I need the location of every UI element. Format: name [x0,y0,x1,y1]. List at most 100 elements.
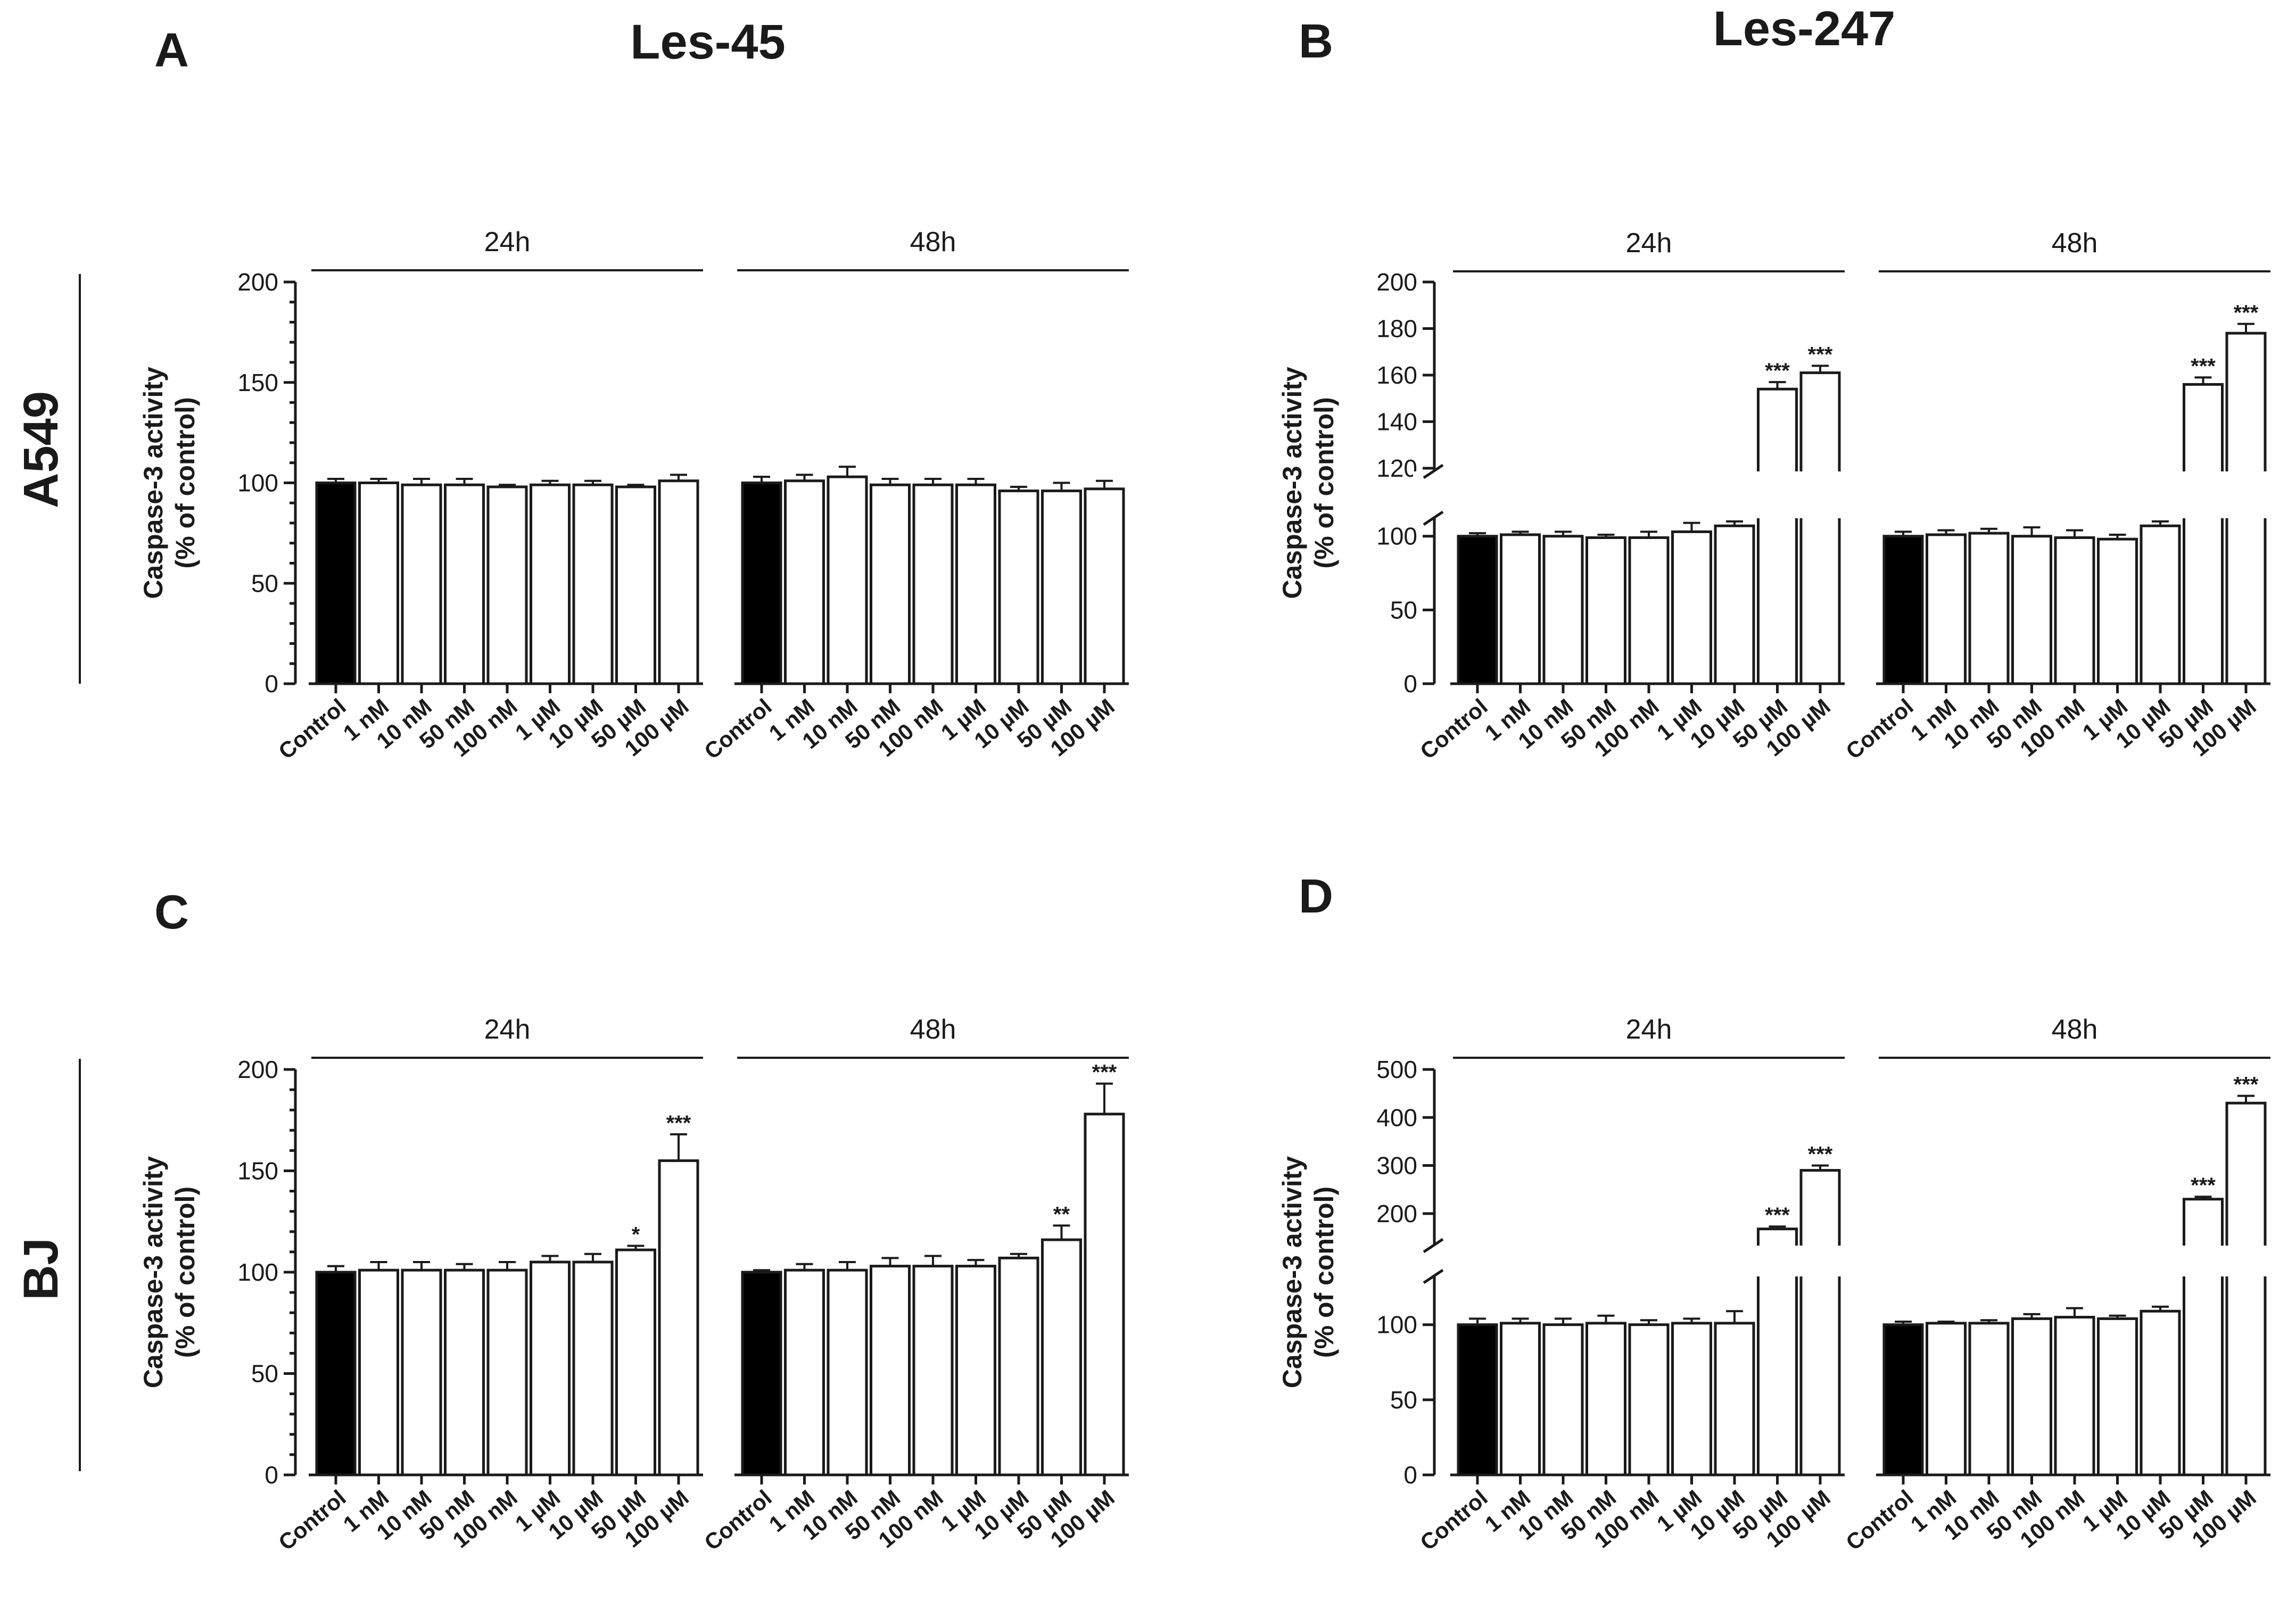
y-axis-label-line2-C: (% of control) [170,1187,200,1358]
y-axis-label-D: Caspase-3 activity [1277,1156,1307,1389]
bar-B [1799,371,1841,685]
y-axis-label-line2-A: (% of control) [170,397,200,568]
bar-C [1041,1238,1082,1476]
bar-B [2140,524,2181,685]
bar-C [315,1271,357,1476]
bar-B [1714,524,1755,685]
y-tick-label-B: 140 [1376,408,1417,436]
y-tick-label-A: 200 [237,268,278,296]
panel-letter-B: B [1299,15,1333,68]
axis-break-mark-B [1423,463,1444,479]
y-axis-label-B: Caspase-3 activity [1277,367,1307,599]
bar-B [1457,535,1498,685]
y-tick-label-D: 100 [1376,1311,1417,1339]
y-tick-label-D: 300 [1376,1152,1417,1180]
y-tick-label-B: 120 [1376,454,1417,482]
bar-A [870,483,911,685]
bar-A [572,483,614,685]
bar-A [955,483,996,685]
bar-A [486,485,528,685]
significance-label-B: *** [2234,301,2259,325]
bar-B [1671,530,1712,685]
bar-C [658,1159,699,1476]
bar-B [1968,532,2010,685]
y-tick-label-B: 180 [1376,315,1417,343]
bar-D [2183,1198,2224,1476]
bar-C [784,1268,825,1476]
bar-D [1968,1322,2010,1476]
x-tick-label-D: Control [1415,1485,1492,1555]
bar-C [615,1248,656,1476]
bar-A [1041,490,1082,685]
bar-C [358,1268,399,1476]
bar-A [827,475,868,685]
bar-D [1671,1322,1712,1476]
significance-label-B: *** [1765,359,1790,383]
period-label-B: 48h [2052,228,2098,259]
y-tick-label-D: 500 [1376,1056,1417,1083]
significance-label-B: *** [2191,354,2216,378]
bar-D [1799,1169,1841,1476]
period-label-A: 24h [484,227,531,258]
bar-B [1757,387,1798,685]
bar-D [2225,1101,2267,1476]
significance-label-D: *** [1765,1204,1790,1227]
period-label-C: 24h [484,1014,531,1045]
panel-letter-A: A [154,24,189,77]
bar-D [1542,1323,1584,1476]
compound-title-right: Les-247 [1713,2,1896,56]
y-tick-label-C: 100 [237,1258,278,1286]
bar-A [401,483,442,685]
bar-D [1457,1323,1498,1476]
period-label-A: 48h [910,227,956,258]
y-tick-label-C: 200 [237,1056,278,1083]
significance-label-D: *** [2191,1174,2216,1197]
y-tick-label-C: 50 [251,1360,278,1388]
bar-C [572,1260,614,1476]
bar-D [2011,1317,2052,1476]
bar-C [955,1265,996,1476]
significance-label-D: *** [2234,1073,2259,1097]
x-tick-label-B: Control [1415,694,1492,764]
bar-D [1714,1322,1755,1476]
bar-C [1084,1113,1125,1476]
y-tick-label-C: 150 [237,1157,278,1185]
y-tick-label-D: 50 [1390,1386,1417,1414]
y-axis-label-line2-B: (% of control) [1309,397,1339,568]
y-tick-label-B: 0 [1403,670,1417,698]
bar-B [1500,533,1541,685]
bar-C [401,1268,442,1476]
bar-D [1628,1323,1670,1476]
panel-letter-C: C [154,886,189,939]
bar-A [784,479,825,685]
y-tick-label-B: 160 [1376,361,1417,389]
bar-A [615,485,656,685]
y-tick-label-B: 100 [1376,522,1417,550]
bar-A [998,490,1039,685]
y-axis-label-C: Caspase-3 activity [138,1156,168,1389]
bar-D [2097,1317,2138,1476]
x-tick-label-C: Control [274,1485,351,1555]
bar-A [358,482,399,685]
period-label-C: 48h [910,1014,956,1045]
period-label-B: 24h [1626,228,1672,259]
bar-C [827,1268,868,1476]
y-axis-label-A: Caspase-3 activity [138,367,168,599]
bar-C [486,1268,528,1476]
axis-break-mark-B [1423,510,1444,526]
chart-panel-D: 0 50 100 200 300 400 500 Caspase-3 activity (% o… [1277,1014,2296,1555]
bar-B [2054,536,2095,685]
chart-panel-B: 0 50 100 120 140 160 180 200 Caspase-3 activity(… [1277,228,2296,764]
bar-B [2183,383,2224,685]
bar-C [912,1265,954,1476]
y-tick-label-A: 50 [251,569,278,597]
chart-panel-A: 0 50 100 150 200 Caspase-3 activity (% of cont… [138,227,1129,764]
axis-break-gap-B [1413,471,2296,518]
y-tick-label-B: 200 [1376,268,1417,296]
chart-panel-C: 0 50 100 150 200 Caspase-3 activity (% of cont… [138,1014,1129,1555]
significance-label-C: *** [1092,1061,1117,1084]
y-tick-label-A: 0 [265,670,278,698]
bar-A [741,482,782,685]
bar-A [658,479,699,685]
